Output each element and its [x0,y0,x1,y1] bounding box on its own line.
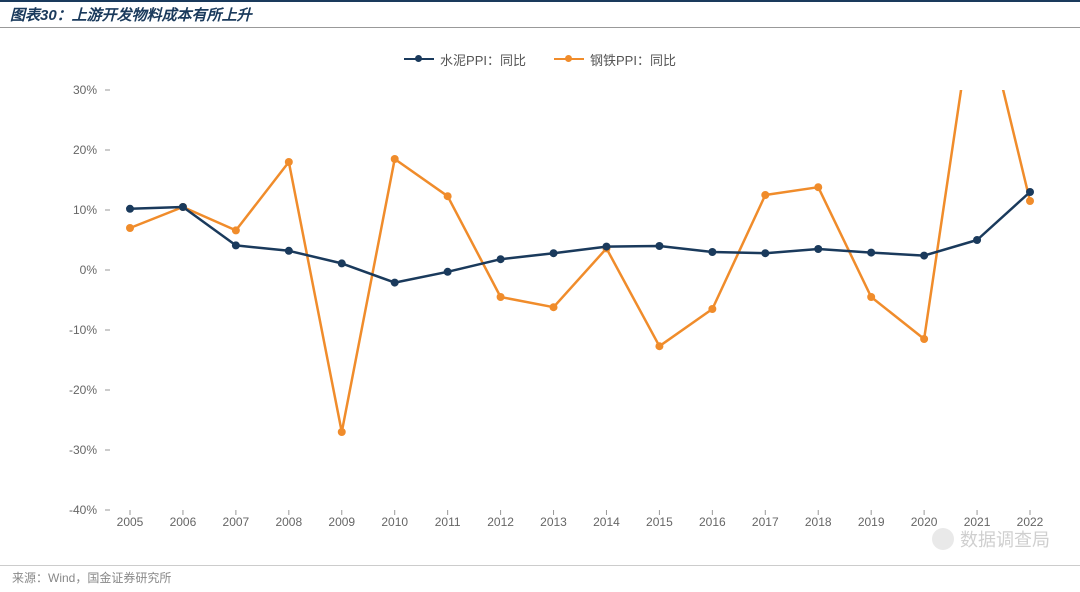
legend-label: 水泥PPI：同比 [440,50,526,69]
x-tick-label: 2014 [593,515,620,529]
x-tick-label: 2011 [435,515,461,529]
watermark-icon [932,528,954,550]
chart-title: 图表30：上游开发物料成本有所上升 [10,4,252,25]
y-tick-label: -40% [69,503,97,517]
x-tick-label: 2015 [646,515,673,529]
y-tick-label: 10% [73,203,97,217]
x-axis-labels: 2005 2006 2007 2008 2009 2010 2011 2012 2013 2014… [110,515,1050,535]
legend-label: 钢铁PPI：同比 [590,50,676,69]
y-tick-label: 0% [80,263,97,277]
title-bar: 图表30：上游开发物料成本有所上升 [0,0,1080,28]
x-tick-label: 2013 [540,515,567,529]
x-tick-label: 2006 [170,515,197,529]
x-tick-label: 2005 [117,515,144,529]
legend-item: 钢铁PPI：同比 [554,50,676,69]
y-tick-label: 20% [73,143,97,157]
source-text: 来源：Wind，国金证券研究所 [12,569,171,586]
x-tick-label: 2012 [487,515,514,529]
y-tick-label: -30% [69,443,97,457]
chart-area: 水泥PPI：同比 钢铁PPI：同比 30% 20% 10% 0% -10% -20% -30%… [20,40,1060,550]
x-tick-label: 2019 [858,515,885,529]
y-tick-label: -20% [69,383,97,397]
y-tick-label: -10% [69,323,97,337]
x-tick-label: 2010 [381,515,408,529]
y-axis-labels: 30%20%10%0%-10%-20%-30%-40% [20,90,105,510]
divider [0,565,1080,566]
x-tick-label: 2016 [699,515,726,529]
chart-container: 图表30：上游开发物料成本有所上升 水泥PPI：同比 钢铁PPI：同比 30% 20… [0,0,1080,592]
x-tick-label: 2008 [275,515,302,529]
watermark: 数据调查局 [932,526,1050,552]
x-tick-label: 2009 [328,515,355,529]
x-tick-label: 2007 [223,515,250,529]
y-tick-label: 30% [73,83,97,97]
plot-region [110,90,1050,510]
x-tick-label: 2018 [805,515,832,529]
watermark-text: 数据调查局 [960,526,1050,552]
legend: 水泥PPI：同比 钢铁PPI：同比 [20,48,1060,69]
x-tick-label: 2017 [752,515,779,529]
legend-item: 水泥PPI：同比 [404,50,526,69]
